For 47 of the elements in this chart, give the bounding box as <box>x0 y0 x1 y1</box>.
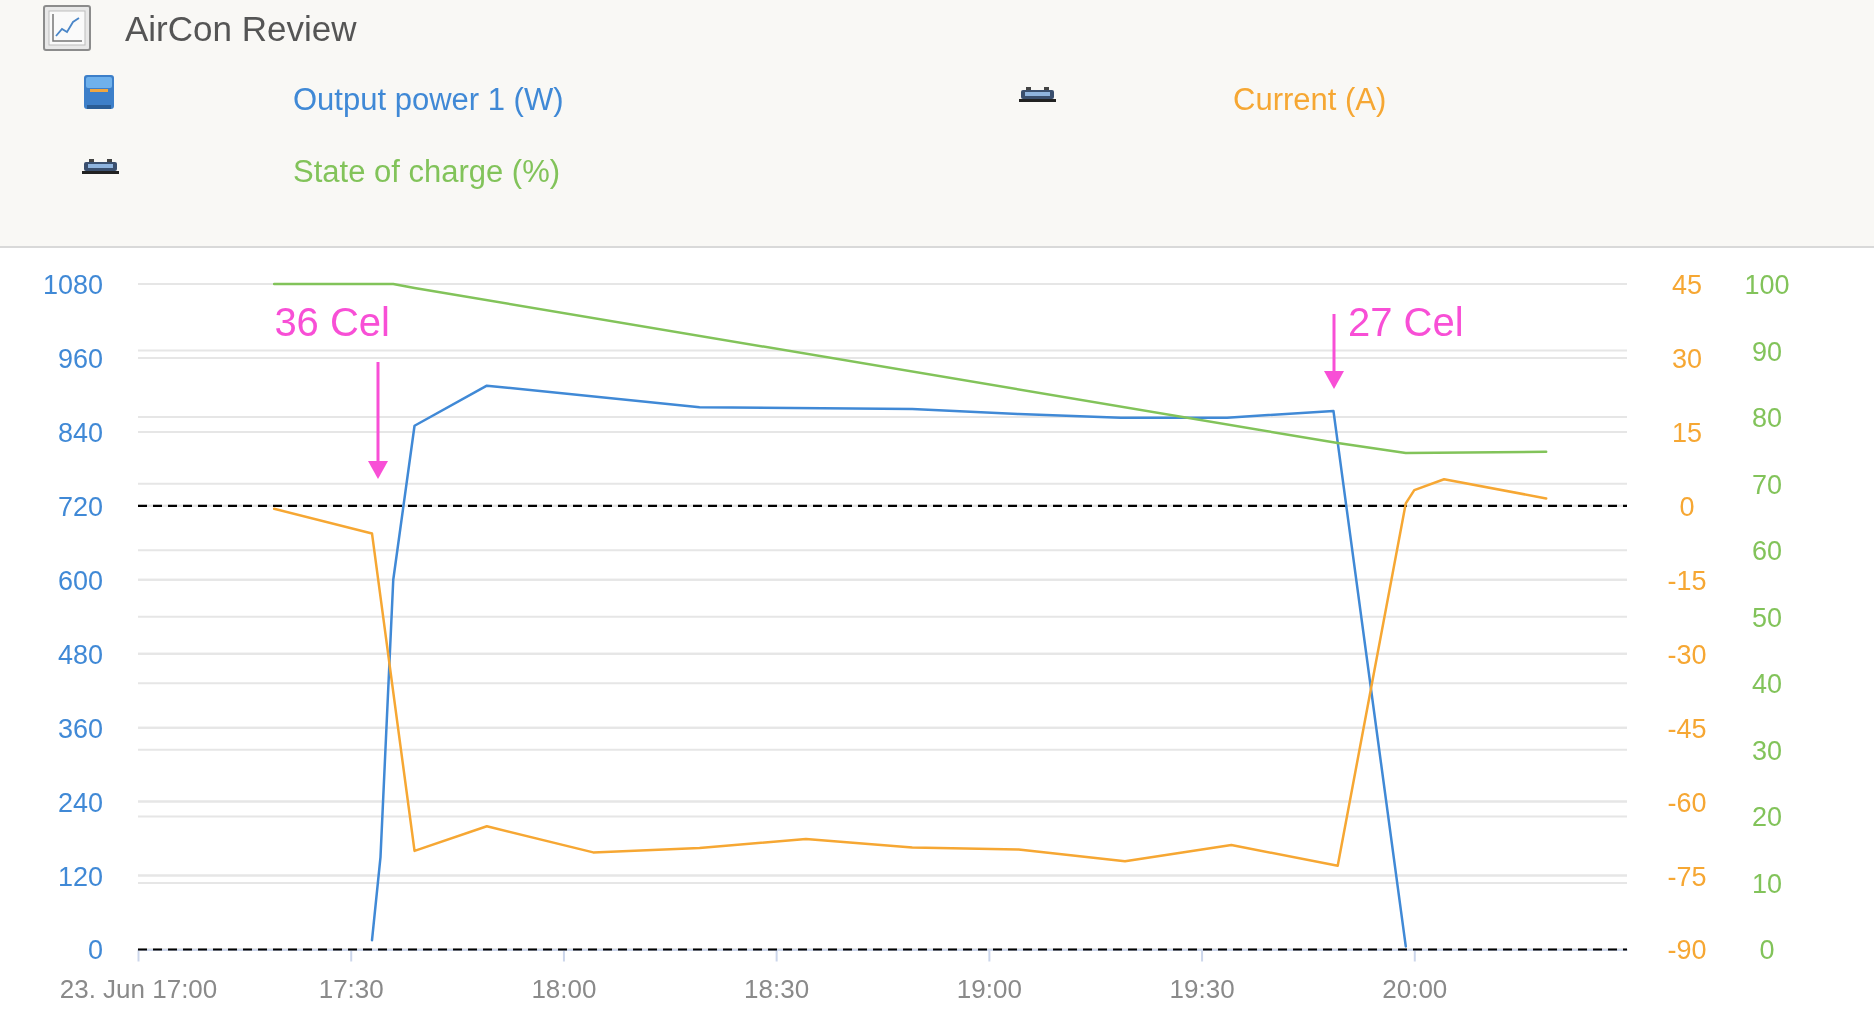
chart-title: AirCon Review <box>125 9 358 48</box>
y-tick-label: 1080 <box>42 269 103 300</box>
x-tick-label: 17:30 <box>318 973 384 1004</box>
y2-tick-label: -90 <box>1667 935 1707 966</box>
line-series <box>370 384 1408 948</box>
y-tick-label: 0 <box>87 935 103 966</box>
y3-tick-label: 20 <box>1751 802 1783 833</box>
x-tick-label: 23. Jun 17:00 <box>59 973 218 1004</box>
y-tick-label: 240 <box>57 787 103 818</box>
x-tick-label: 20:00 <box>1382 973 1448 1004</box>
x-tick-label: 19:00 <box>956 973 1022 1004</box>
y-tick-label: 360 <box>57 713 103 744</box>
y-tick-label: 720 <box>57 491 103 522</box>
y2-tick-label: -60 <box>1667 787 1707 818</box>
text: Output power 1 (W) <box>293 81 564 117</box>
y-tick-label: 480 <box>57 639 103 670</box>
y2-tick-label: -30 <box>1667 639 1707 670</box>
x-tick-label: 18:30 <box>744 973 810 1004</box>
y-tick-label: 960 <box>57 343 103 374</box>
y-tick-label: 120 <box>57 861 103 892</box>
y3-tick-label: 0 <box>1759 935 1775 966</box>
y3-tick-label: 90 <box>1751 336 1783 367</box>
y3-tick-label: 60 <box>1751 536 1783 567</box>
y3-tick-label: 50 <box>1751 602 1783 633</box>
x-tick-label: 19:30 <box>1169 973 1235 1004</box>
y3-tick-label: 100 <box>1744 269 1790 300</box>
y3-tick-label: 80 <box>1751 403 1783 434</box>
y2-tick-label: -45 <box>1667 713 1707 744</box>
y3-tick-label: 10 <box>1751 868 1783 899</box>
y2-tick-label: 15 <box>1671 417 1703 448</box>
x-tick-label: 18:00 <box>531 973 597 1004</box>
y2-tick-label: -75 <box>1667 861 1707 892</box>
y2-tick-label: 0 <box>1679 491 1695 522</box>
line-series <box>272 477 1548 867</box>
y3-tick-label: 30 <box>1751 735 1783 766</box>
y-tick-label: 840 <box>57 417 103 448</box>
y3-tick-label: 40 <box>1751 669 1783 700</box>
annotation: 27 Cel <box>1348 300 1464 344</box>
y-tick-label: 600 <box>57 565 103 596</box>
y2-tick-label: 30 <box>1671 343 1703 374</box>
line-series <box>272 282 1548 455</box>
text: Current (A) <box>1233 81 1387 117</box>
annotation: 36 Cel <box>274 300 390 344</box>
text: State of charge (%) <box>293 153 561 189</box>
y3-tick-label: 70 <box>1751 469 1783 500</box>
y2-tick-label: -15 <box>1667 565 1707 596</box>
y2-tick-label: 45 <box>1671 269 1703 300</box>
